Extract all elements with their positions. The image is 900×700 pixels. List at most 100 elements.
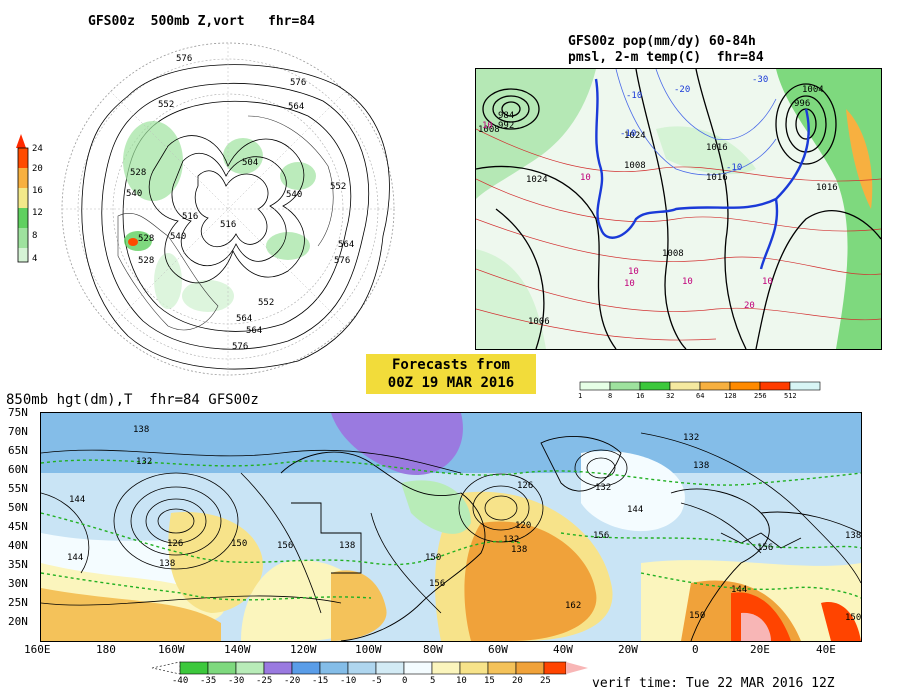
hgt-label: 138 [511, 545, 528, 555]
hgt-label: 162 [565, 601, 582, 611]
lat-label: 40N [8, 539, 28, 552]
legend-tick: 128 [724, 392, 737, 400]
contour-label: 504 [242, 158, 259, 168]
hgt-label: 138 [339, 541, 356, 551]
lat-label: 65N [8, 444, 28, 457]
legend-tick: 8 [608, 392, 613, 400]
temp-label: 10 [580, 173, 591, 183]
hgt-label: 132 [595, 483, 612, 493]
lon-label: 40W [553, 643, 573, 656]
contour-label: 576 [334, 256, 351, 266]
contour-label: 564 [338, 240, 355, 250]
hgt-label: 132 [136, 457, 153, 467]
hgt-label: 150 [689, 611, 706, 621]
isobar-label: 1008 [662, 249, 684, 259]
colorbar-tick: 10 [456, 676, 467, 686]
isobar-label: 1024 [526, 175, 548, 185]
lon-label: 60W [488, 643, 508, 656]
hgt-label: 120 [515, 521, 532, 531]
lat-label: 55N [8, 482, 28, 495]
colorbar-tick: 24 [32, 144, 43, 154]
colorbar-tick: 8 [32, 231, 38, 241]
precip-map: 1008 984 992 1024 1016 1008 1016 1024 10… [475, 68, 882, 350]
colorbar-tick: 16 [32, 186, 43, 196]
lon-label: 140W [224, 643, 251, 656]
hgt-label: 132 [503, 535, 520, 545]
hgt-label: 138 [133, 425, 150, 435]
lat-label: 50N [8, 501, 28, 514]
hgt-label: 138 [845, 531, 862, 541]
isobar-label: 1016 [706, 173, 728, 183]
colorbar-tick: -35 [200, 676, 217, 686]
temp-label: 10 [628, 267, 639, 277]
colorbar-tick: -15 [312, 676, 329, 686]
lon-label: 40E [816, 643, 836, 656]
isobar-label: 1016 [816, 183, 838, 193]
contour-label: 564 [288, 102, 305, 112]
polar-panel-title: GFS00z 500mb Z,vort fhr=84 [88, 14, 315, 29]
legend-tick: 1 [578, 392, 583, 400]
legend-tick: 32 [666, 392, 675, 400]
temp-label: -10 [620, 129, 637, 139]
polar-colorbar [16, 134, 56, 268]
forecast-line1: Forecasts from [391, 357, 510, 373]
colorbar-tick: -5 [371, 676, 382, 686]
lat-label: 70N [8, 425, 28, 438]
isobar-label: 1004 [802, 85, 824, 95]
hgt-label: 156 [757, 543, 774, 553]
contour-label: 516 [182, 212, 199, 222]
temp-label: -10 [626, 91, 643, 101]
colorbar-tick: -20 [284, 676, 301, 686]
legend-tick: 16 [636, 392, 645, 400]
temp-label: 10 [624, 279, 635, 289]
lon-label: 20W [618, 643, 638, 656]
contour-label: 576 [176, 54, 193, 64]
contour-label: 540 [286, 190, 303, 200]
isobar-label: 984 [498, 111, 515, 121]
temp-label: -20 [674, 85, 691, 95]
contour-label: 564 [246, 326, 263, 336]
lower-panel-title: 850mb hgt(dm),T fhr=84 GFS00z [6, 392, 259, 408]
forecast-box: Forecasts from 00Z 19 MAR 2016 [366, 354, 536, 394]
lon-label: 160E [24, 643, 51, 656]
colorbar-tick: -30 [228, 676, 245, 686]
hgt-label: 126 [517, 481, 534, 491]
temp-label: 10 [682, 277, 693, 287]
lon-label: 80W [423, 643, 443, 656]
hgt-label: 138 [159, 559, 176, 569]
contour-label: 576 [290, 78, 307, 88]
colorbar-tick: 20 [512, 676, 523, 686]
temp-label: -30 [752, 75, 769, 85]
colorbar-tick: -25 [256, 676, 273, 686]
precip-panel-title-line1: GFS00z pop(mm/dy) 60-84h [568, 34, 756, 49]
contour-label: 528 [138, 256, 155, 266]
colorbar-tick: 0 [402, 676, 408, 686]
contour-label: 564 [236, 314, 253, 324]
contour-label: 516 [220, 220, 237, 230]
hgt-label: 144 [731, 585, 748, 595]
lat-label: 45N [8, 520, 28, 533]
hgt-label: 144 [627, 505, 644, 515]
polar-map: 576 576 564 552 528 540 504 516 540 552 … [58, 36, 398, 382]
lower-map: 138 132 144 126 150 144 138 138 156 150 … [40, 412, 862, 642]
colorbar-tick: 5 [430, 676, 436, 686]
contour-label: 540 [126, 189, 143, 199]
isobar-label: 1016 [706, 143, 728, 153]
isobar-label: 996 [794, 99, 811, 109]
legend-tick: 256 [754, 392, 767, 400]
contour-label: 552 [258, 298, 275, 308]
colorbar-tick: 4 [32, 254, 38, 264]
temp-colorbar [150, 660, 590, 676]
hgt-label: 132 [683, 433, 700, 443]
lon-label: 120W [290, 643, 317, 656]
contour-label: 540 [170, 232, 187, 242]
colorbar-tick: -10 [340, 676, 357, 686]
contour-label: 552 [330, 182, 347, 192]
verif-time: verif time: Tue 22 MAR 2016 12Z [592, 676, 835, 691]
forecast-line2: 00Z 19 MAR 2016 [387, 375, 515, 391]
legend-tick: 512 [784, 392, 797, 400]
contour-label: 528 [138, 234, 155, 244]
isobar-label: 992 [498, 121, 515, 131]
hgt-label: 144 [69, 495, 86, 505]
hgt-label: 150 [845, 613, 862, 623]
